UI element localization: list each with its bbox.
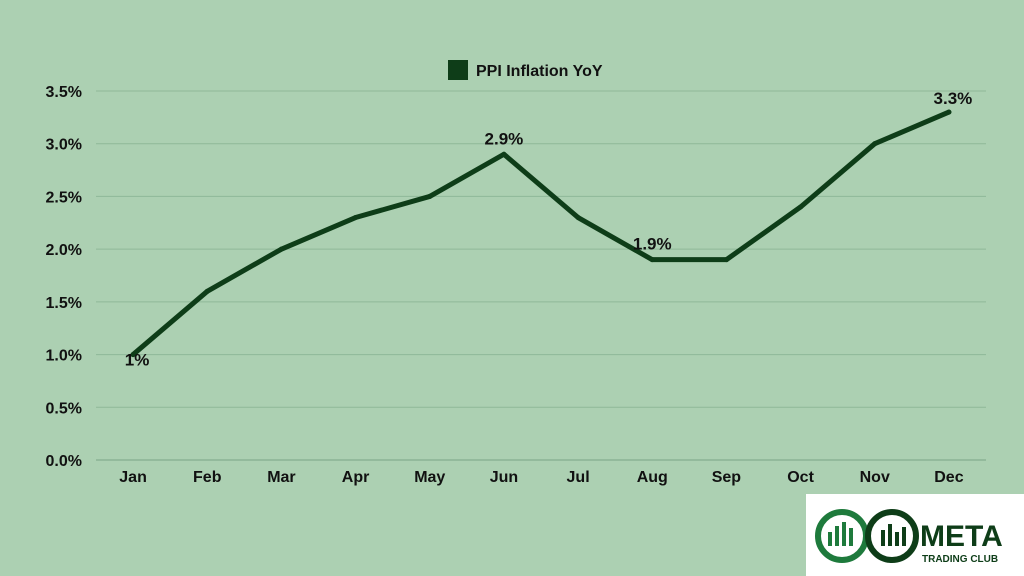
- x-tick-label: Jun: [490, 469, 518, 486]
- legend-swatch: [448, 60, 468, 80]
- legend-label: PPI Inflation YoY: [476, 63, 603, 80]
- data-label: 2.9%: [485, 129, 524, 148]
- y-tick-label: 2.0%: [46, 242, 82, 259]
- gridlines: [96, 90, 986, 461]
- y-tick-label: 0.5%: [46, 400, 82, 417]
- x-tick-label: Apr: [342, 469, 370, 486]
- data-point: [353, 215, 359, 221]
- data-point: [130, 352, 136, 358]
- y-tick-label: 1.5%: [46, 295, 82, 312]
- x-tick-label: May: [414, 469, 445, 486]
- data-point: [501, 151, 507, 157]
- data-labels: 1% 2.9% 1.9% 3.3%: [125, 89, 972, 369]
- brand-logo: META TRADING CLUB: [806, 494, 1024, 576]
- series: [130, 109, 952, 358]
- x-tick-label: Feb: [193, 469, 222, 486]
- x-axis: Jan Feb Mar Apr May Jun Jul Aug Sep Oct Nov Dec: [119, 469, 963, 486]
- series-line: [130, 109, 952, 358]
- x-tick-label: Aug: [637, 469, 668, 486]
- y-tick-label: 0.0%: [46, 453, 82, 470]
- y-tick-label: 3.0%: [46, 137, 82, 154]
- x-tick-label: Oct: [787, 469, 814, 486]
- data-label: 1.9%: [633, 235, 672, 254]
- logo-tagline: TRADING CLUB: [922, 554, 998, 565]
- data-point: [649, 257, 655, 263]
- y-tick-label: 3.5%: [46, 84, 82, 101]
- x-tick-label: Mar: [267, 469, 295, 486]
- data-label: 1%: [125, 351, 150, 370]
- y-axis: 0.0% 0.5% 1.0% 1.5% 2.0% 2.5% 3.0% 3.5%: [46, 84, 82, 470]
- data-point: [427, 193, 433, 199]
- logo-wordmark: META: [920, 520, 1003, 553]
- y-tick-label: 2.5%: [46, 189, 82, 206]
- data-point: [204, 288, 210, 294]
- y-tick-label: 1.0%: [46, 348, 82, 365]
- x-tick-label: Dec: [934, 469, 963, 486]
- data-point: [575, 215, 581, 221]
- data-point: [278, 246, 284, 252]
- data-point: [723, 257, 729, 263]
- x-tick-label: Nov: [860, 469, 890, 486]
- data-point: [798, 204, 804, 210]
- legend[interactable]: PPI Inflation YoY: [448, 60, 603, 80]
- infinity-logo-icon: [815, 509, 919, 563]
- data-point: [872, 141, 878, 147]
- data-label: 3.3%: [934, 89, 973, 108]
- data-point: [946, 109, 952, 115]
- x-tick-label: Sep: [712, 469, 742, 486]
- x-tick-label: Jul: [567, 469, 590, 486]
- x-tick-label: Jan: [119, 469, 147, 486]
